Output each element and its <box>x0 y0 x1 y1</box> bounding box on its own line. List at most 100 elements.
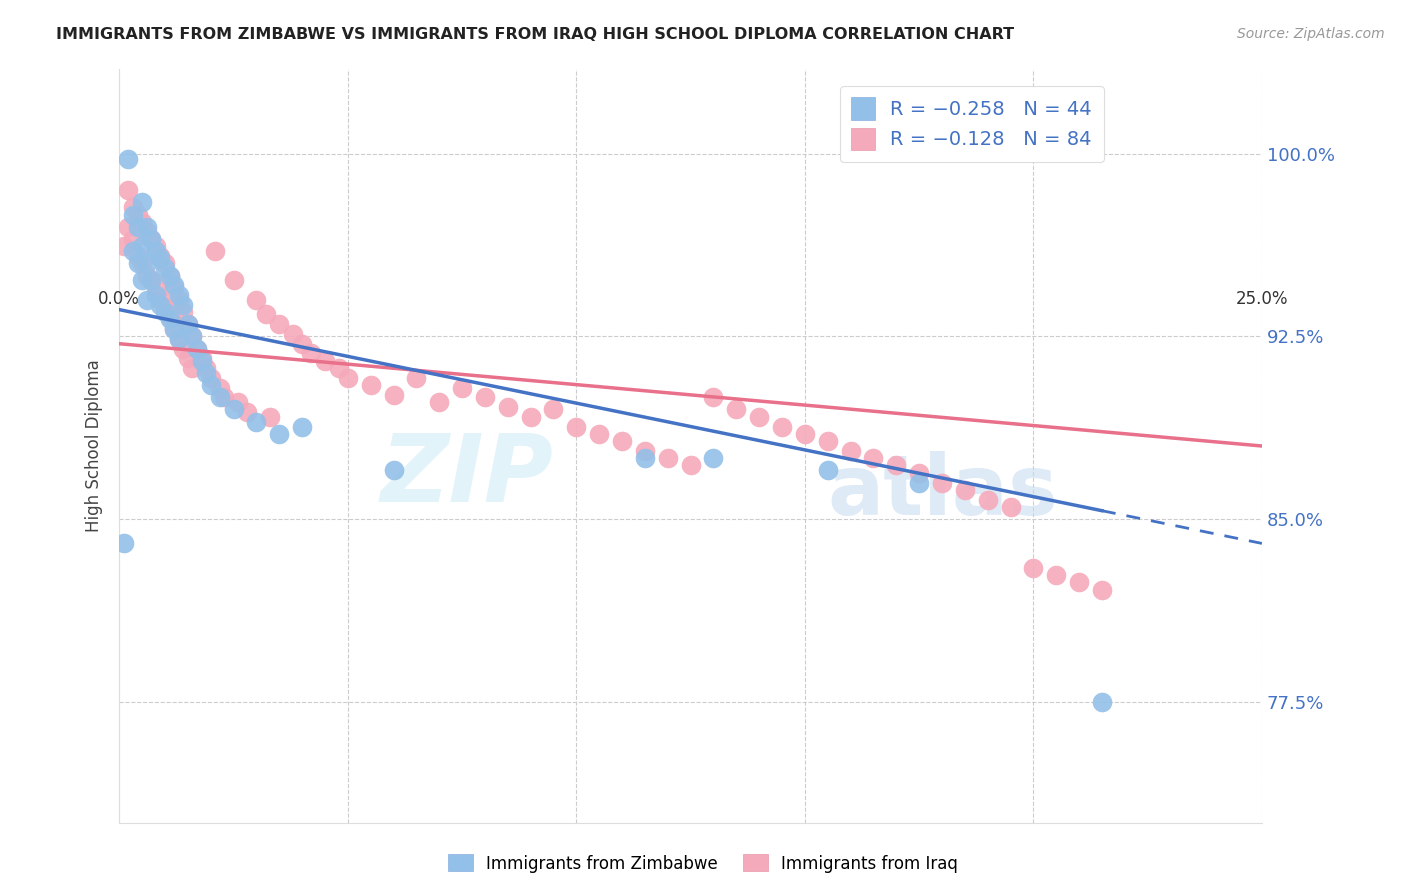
Point <box>190 353 212 368</box>
Point <box>1000 500 1022 514</box>
Point <box>131 239 153 253</box>
Point <box>1067 575 1090 590</box>
Point <box>145 281 167 295</box>
Point <box>1022 561 1045 575</box>
Point <box>190 351 212 366</box>
Point <box>135 225 157 239</box>
Point <box>131 195 153 210</box>
Point <box>634 451 657 466</box>
Point <box>131 256 153 270</box>
Text: Source: ZipAtlas.com: Source: ZipAtlas.com <box>1237 27 1385 41</box>
Point <box>610 434 633 449</box>
Text: 25.0%: 25.0% <box>1236 290 1288 308</box>
Point <box>122 200 145 214</box>
Point <box>195 366 218 380</box>
Point <box>186 342 208 356</box>
Point <box>159 312 181 326</box>
Point <box>702 390 724 404</box>
Point <box>817 463 839 477</box>
Text: atlas: atlas <box>828 450 1059 532</box>
Point <box>141 232 163 246</box>
Point <box>405 371 427 385</box>
Point <box>451 380 474 394</box>
Point <box>1045 568 1067 582</box>
Point <box>953 483 976 497</box>
Point <box>141 273 163 287</box>
Point <box>112 239 135 253</box>
Point <box>299 346 322 360</box>
Point <box>135 293 157 307</box>
Point <box>135 256 157 270</box>
Point <box>474 390 496 404</box>
Point <box>839 443 862 458</box>
Point <box>236 405 259 419</box>
Point <box>314 353 336 368</box>
Point <box>222 273 245 287</box>
Point <box>748 409 770 424</box>
Point <box>382 463 405 477</box>
Point <box>145 288 167 302</box>
Point <box>167 332 190 346</box>
Point <box>177 351 200 366</box>
Point <box>1091 695 1114 709</box>
Point <box>565 419 588 434</box>
Point <box>149 252 172 266</box>
Point <box>214 390 236 404</box>
Point <box>254 308 277 322</box>
Point <box>117 152 139 166</box>
Point <box>122 244 145 259</box>
Point <box>360 378 382 392</box>
Point <box>163 322 186 336</box>
Point <box>145 244 167 259</box>
Text: 0.0%: 0.0% <box>98 290 141 308</box>
Point <box>135 219 157 234</box>
Point <box>122 208 145 222</box>
Point <box>269 317 291 331</box>
Point <box>153 256 176 270</box>
Point <box>122 232 145 246</box>
Legend: Immigrants from Zimbabwe, Immigrants from Iraq: Immigrants from Zimbabwe, Immigrants fro… <box>441 847 965 880</box>
Point <box>679 458 702 473</box>
Point <box>159 310 181 324</box>
Point <box>208 390 231 404</box>
Point <box>634 443 657 458</box>
Point <box>702 451 724 466</box>
Point <box>496 400 519 414</box>
Point <box>167 332 190 346</box>
Point <box>127 249 149 263</box>
Point <box>770 419 793 434</box>
Point <box>336 371 359 385</box>
Point <box>163 281 186 295</box>
Point <box>427 395 450 409</box>
Point <box>149 293 172 307</box>
Point <box>1091 582 1114 597</box>
Point <box>177 317 200 331</box>
Point <box>884 458 907 473</box>
Legend: R = −0.258   N = 44, R = −0.128   N = 84: R = −0.258 N = 44, R = −0.128 N = 84 <box>839 86 1104 161</box>
Y-axis label: High School Diploma: High School Diploma <box>86 359 103 533</box>
Point <box>862 451 884 466</box>
Point <box>817 434 839 449</box>
Point <box>269 426 291 441</box>
Point <box>976 492 998 507</box>
Point <box>793 426 815 441</box>
Point <box>245 293 267 307</box>
Point <box>208 380 231 394</box>
Point <box>281 326 304 341</box>
Point <box>159 268 181 283</box>
Point <box>186 342 208 356</box>
Point <box>291 419 314 434</box>
Point <box>141 232 163 246</box>
Point <box>382 388 405 402</box>
Point <box>245 415 267 429</box>
Text: IMMIGRANTS FROM ZIMBABWE VS IMMIGRANTS FROM IRAQ HIGH SCHOOL DIPLOMA CORRELATION: IMMIGRANTS FROM ZIMBABWE VS IMMIGRANTS F… <box>56 27 1014 42</box>
Point <box>172 305 194 319</box>
Point <box>931 475 953 490</box>
Point <box>141 273 163 287</box>
Point <box>149 249 172 263</box>
Point <box>195 361 218 376</box>
Point <box>159 268 181 283</box>
Point <box>222 402 245 417</box>
Point <box>131 273 153 287</box>
Point <box>588 426 610 441</box>
